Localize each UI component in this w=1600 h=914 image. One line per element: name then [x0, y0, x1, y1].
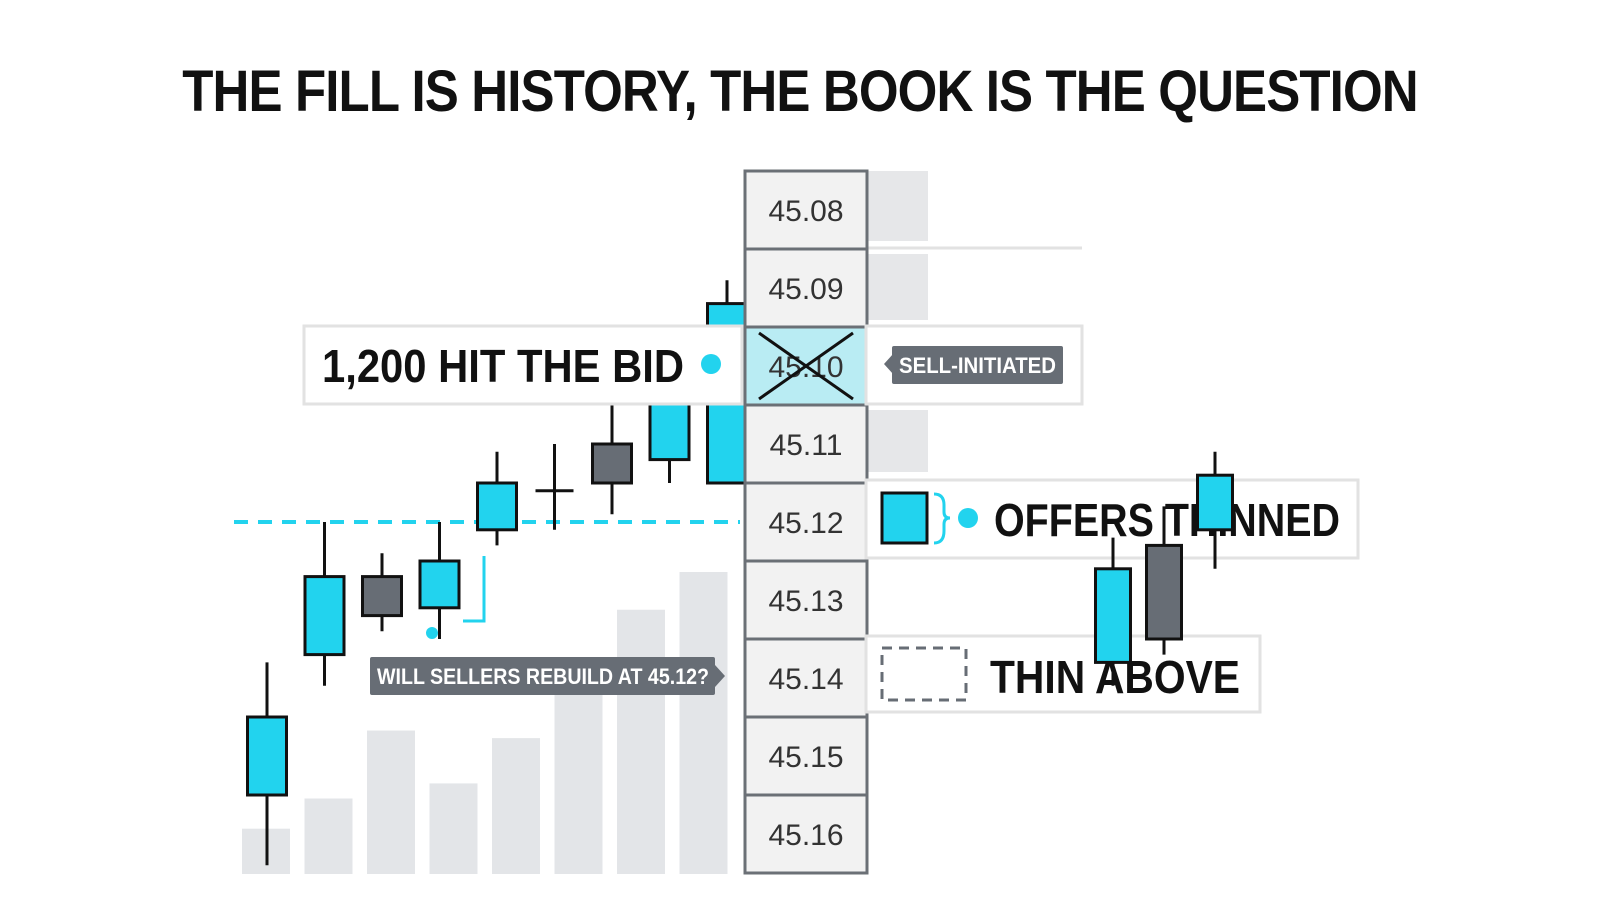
volume-bars [242, 572, 728, 874]
ladder-cell [743, 637, 869, 719]
brace-icon [933, 492, 951, 545]
ladder-price: 45.12 [768, 507, 843, 540]
volume-bar [492, 738, 540, 874]
candle [246, 662, 288, 866]
offers-dot [958, 508, 978, 528]
volume-bar [679, 572, 728, 874]
price-ladder: 45.0845.0945.1045.1145.1245.1345.1445.15… [743, 169, 869, 875]
question-label: WILL SELLERS REBUILD AT 45.12? [377, 664, 709, 689]
depth-block [868, 410, 928, 472]
candle [535, 444, 574, 530]
ladder-cell [743, 793, 869, 875]
candle [1094, 537, 1132, 686]
volume-bar [367, 730, 415, 874]
ladder-cell [743, 481, 869, 563]
ladder-price: 45.13 [768, 585, 843, 618]
hit-bid-dot [701, 354, 721, 374]
candles-right [1094, 451, 1234, 686]
depth-block [868, 171, 928, 241]
sell-tag-label: SELL-INITIATED [899, 353, 1056, 378]
pullback-dot [426, 627, 438, 639]
question-tag: WILL SELLERS REBUILD AT 45.12? [370, 657, 725, 695]
candle [1145, 506, 1183, 655]
ladder-price: 45.08 [768, 195, 843, 228]
volume-bar [304, 798, 353, 874]
offers-label: OFFERS THINNED [994, 494, 1340, 546]
candles-left [246, 280, 748, 866]
ladder-price: 45.16 [768, 819, 843, 852]
ladder-cell [743, 403, 869, 485]
empty-block-icon [880, 646, 968, 702]
sell-initiated-tag: SELL-INITIATED [864, 324, 1084, 406]
ladder-cell [743, 247, 869, 329]
candle [361, 553, 403, 632]
ladder-price: 45.14 [768, 663, 843, 696]
hit-bid-callout: 1,200 HIT THE BID [302, 324, 744, 406]
depth-block [868, 254, 928, 320]
ladder-cell [743, 169, 869, 251]
thin-above-callout: THIN ABOVE [864, 634, 1262, 714]
hit-bid-label: 1,200 HIT THE BID [322, 340, 684, 392]
candle [1196, 451, 1234, 569]
candle [476, 451, 518, 546]
crossed-out-icon [758, 331, 854, 401]
candle [591, 405, 633, 515]
volume-bar [429, 783, 478, 874]
candle [648, 366, 691, 483]
volume-bar [554, 677, 603, 874]
ladder-cell [743, 559, 869, 641]
pullback-bracket [463, 556, 486, 623]
page-title: THE FILL IS HISTORY, THE BOOK IS THE QUE… [182, 59, 1418, 124]
volume-bar [617, 609, 665, 874]
ladder-price: 45.11 [770, 429, 843, 462]
candle [418, 522, 461, 639]
ladder-price: 45.15 [768, 741, 843, 774]
ladder-price: 45.09 [768, 273, 843, 306]
offer-block-icon [880, 491, 929, 545]
candle [303, 522, 346, 686]
